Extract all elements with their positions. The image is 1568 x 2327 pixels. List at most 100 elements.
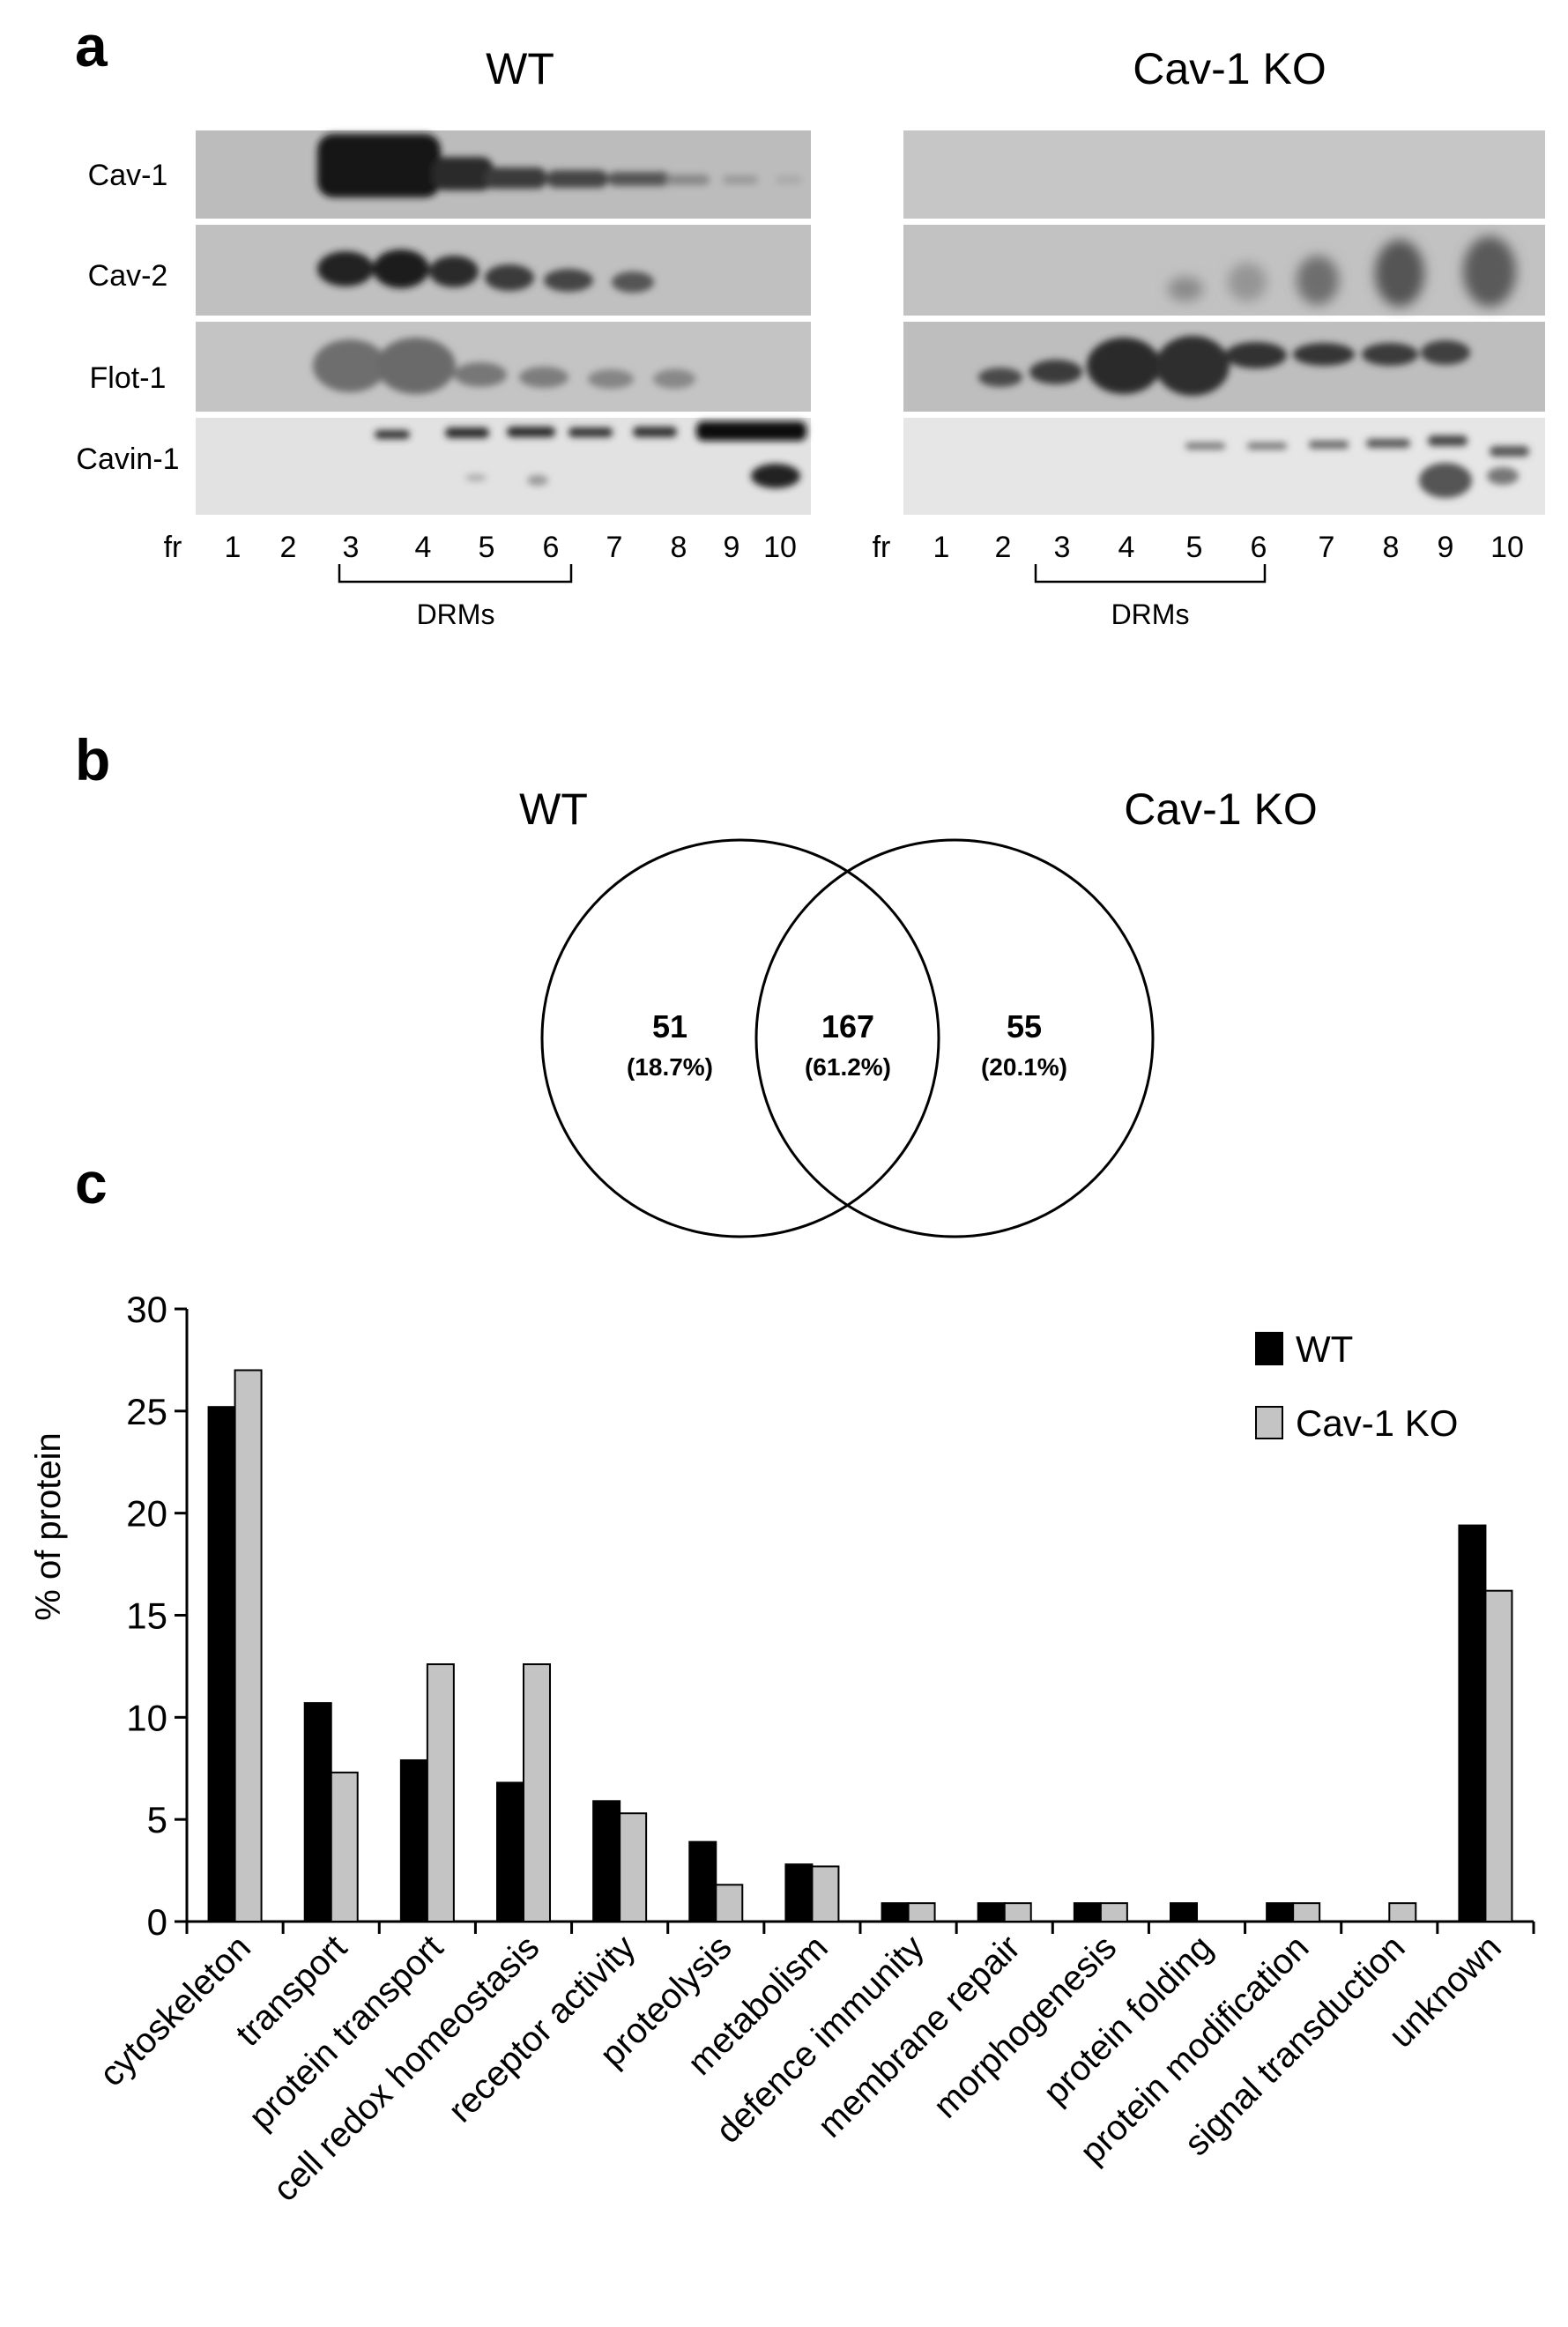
bar-ko-cell-redox-homeostasis	[523, 1663, 551, 1922]
bar-wt-transport	[303, 1702, 332, 1923]
venn-circle-wt	[540, 838, 940, 1238]
fraction-label-wt: fr	[164, 531, 182, 564]
fraction-numbers-ko: 1 2 3 4 5 6 7 8 9 10	[933, 531, 1524, 564]
bar-wt-protein-modification	[1266, 1902, 1295, 1922]
legend-label-ko: Cav-1 KO	[1296, 1402, 1458, 1444]
fraction-number-wt-9: 9	[724, 531, 740, 564]
blot-group-title-wt: WT	[486, 44, 554, 93]
blot-strip-ko-cav1	[903, 130, 1545, 219]
panel-b-label: b	[75, 727, 110, 792]
fraction-number-wt-8: 8	[671, 531, 687, 564]
bar-wt-cell-redox-homeostasis	[496, 1781, 524, 1923]
bar-ko-receptor-activity	[619, 1812, 648, 1922]
fraction-number-ko-7: 7	[1319, 531, 1335, 564]
protein-label-cav2: Cav-2	[88, 259, 168, 293]
blot-bands-ko-cav2	[1168, 236, 1516, 307]
y-tick-label: 30	[126, 1289, 167, 1330]
bar-wt-metabolism	[784, 1863, 814, 1922]
y-axis-title: % of protein	[29, 1432, 68, 1620]
protein-label-cavin1: Cavin-1	[76, 442, 179, 476]
blot-bands-wt-flot1	[313, 338, 695, 394]
bar-ko-membrane-repair	[1003, 1902, 1032, 1922]
venn-circle-ko	[754, 838, 1155, 1238]
bar-wt-protein-transport	[399, 1758, 428, 1922]
venn-pct-ko-only: (20.1%)	[981, 1053, 1067, 1081]
drm-bracket-ko	[1034, 564, 1267, 584]
legend-label-wt: WT	[1296, 1328, 1353, 1370]
x-tick-label: protein folding	[1037, 1928, 1221, 2112]
venn-label-ko: Cav-1 KO	[1124, 784, 1318, 834]
panel-a-label: a	[75, 13, 108, 78]
fraction-numbers-wt: 1 2 3 4 5 6 7 8 9 10	[225, 531, 797, 564]
bar-wt-defence-immunity	[881, 1902, 910, 1922]
fraction-label-ko: fr	[873, 531, 891, 564]
venn-count-wt-only: 51	[652, 1008, 687, 1045]
drm-label-wt: DRMs	[417, 598, 495, 630]
bar-wt-unknown	[1458, 1524, 1487, 1922]
fraction-number-wt-1: 1	[225, 531, 242, 564]
y-tick-label: 15	[126, 1595, 167, 1637]
bar-wt-membrane-repair	[977, 1902, 1006, 1922]
y-tick-label: 0	[147, 1901, 167, 1943]
panel-c-label: c	[75, 1150, 108, 1216]
fraction-number-ko-1: 1	[933, 531, 950, 564]
bar-wt-protein-folding	[1170, 1902, 1198, 1922]
bar-wt-morphogenesis	[1073, 1902, 1102, 1922]
venn-label-wt: WT	[519, 784, 588, 834]
fraction-number-ko-4: 4	[1118, 531, 1135, 564]
drm-bracket-wt	[338, 564, 573, 584]
fraction-number-ko-3: 3	[1054, 531, 1071, 564]
blot-bands-ko-flot1	[978, 336, 1470, 396]
legend-swatch-ko	[1255, 1406, 1283, 1439]
y-tick-label: 20	[126, 1493, 167, 1535]
blot-bands-wt-cav1	[317, 134, 802, 197]
blot-strip-ko-cav2	[903, 225, 1545, 316]
fraction-number-wt-3: 3	[343, 531, 360, 564]
blot-image-ko	[903, 130, 1545, 515]
blot-group-title-ko: Cav-1 KO	[1133, 44, 1326, 93]
blot-bands-wt-cavin1	[375, 421, 806, 488]
fraction-number-ko-5: 5	[1186, 531, 1203, 564]
protein-label-cav1: Cav-1	[88, 159, 168, 192]
bar-ko-protein-modification	[1292, 1902, 1321, 1922]
venn-pct-wt-only: (18.7%)	[627, 1053, 713, 1081]
fraction-number-wt-4: 4	[415, 531, 432, 564]
fraction-number-ko-9: 9	[1438, 531, 1454, 564]
bar-ko-signal-transduction	[1388, 1902, 1417, 1922]
x-tick-label: cytoskeleton	[93, 1928, 258, 2093]
venn-pct-overlap: (61.2%)	[805, 1053, 891, 1081]
fraction-number-wt-6: 6	[543, 531, 560, 564]
y-tick-label: 25	[126, 1391, 167, 1432]
blot-image-wt	[196, 130, 811, 515]
bar-ko-protein-transport	[426, 1663, 455, 1922]
fraction-number-wt-2: 2	[280, 531, 297, 564]
y-tick-label: 5	[147, 1799, 167, 1840]
bar-ko-unknown	[1484, 1589, 1513, 1922]
bar-wt-proteolysis	[688, 1840, 717, 1922]
drm-label-ko: DRMs	[1111, 598, 1190, 630]
protein-label-flot1: Flot-1	[90, 361, 167, 395]
fraction-number-wt-10: 10	[763, 531, 797, 564]
blot-bands-wt-cav2	[317, 249, 654, 293]
bar-ko-morphogenesis	[1099, 1902, 1128, 1922]
bar-wt-cytoskeleton	[207, 1406, 236, 1922]
bar-ko-defence-immunity	[907, 1902, 936, 1922]
fraction-number-ko-2: 2	[995, 531, 1012, 564]
venn-count-overlap: 167	[821, 1008, 874, 1045]
chart-legend: WT Cav-1 KO	[1255, 1328, 1458, 1444]
bar-ko-cytoskeleton	[234, 1369, 263, 1922]
fraction-number-ko-8: 8	[1383, 531, 1400, 564]
fraction-number-wt-5: 5	[479, 531, 495, 564]
blot-strip-wt-flot1	[196, 322, 811, 412]
bar-ko-metabolism	[811, 1865, 840, 1922]
blot-bands-ko-cavin1	[1185, 435, 1529, 498]
venn-count-ko-only: 55	[1007, 1008, 1042, 1045]
bar-wt-receptor-activity	[592, 1800, 621, 1922]
bar-ko-proteolysis	[715, 1884, 744, 1923]
fraction-number-ko-6: 6	[1251, 531, 1267, 564]
fraction-number-wt-7: 7	[606, 531, 623, 564]
legend-swatch-wt	[1255, 1332, 1283, 1365]
fraction-number-ko-10: 10	[1490, 531, 1524, 564]
y-tick-label: 10	[126, 1697, 167, 1738]
